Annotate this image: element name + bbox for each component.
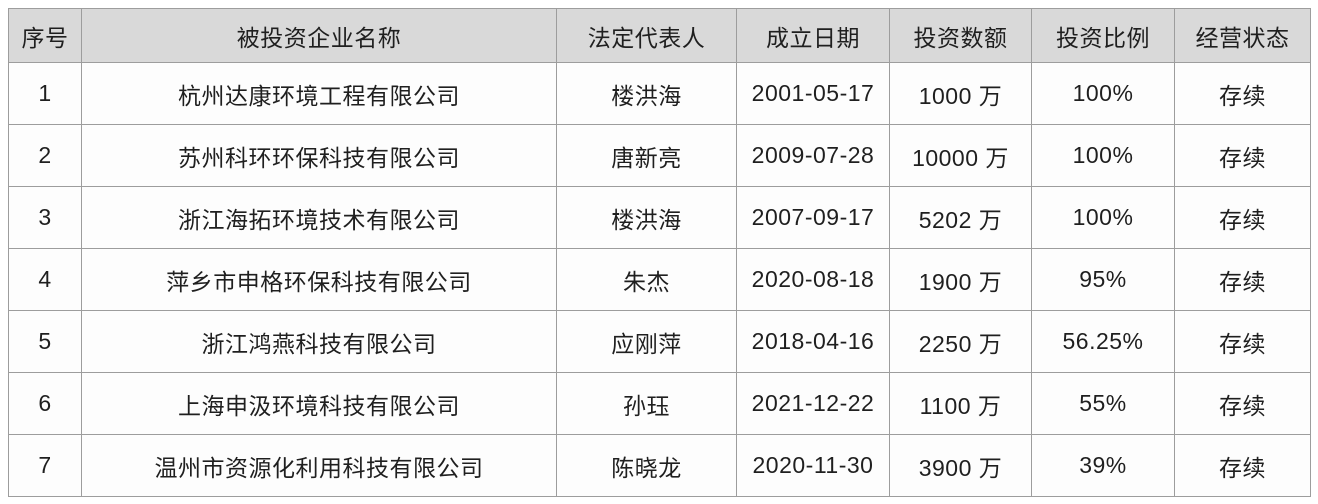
cell-index: 7 [8, 434, 82, 497]
table-row: 5 浙江鸿燕科技有限公司 应刚萍 2018-04-16 2250 万 56.25… [8, 310, 1311, 373]
cell-amount: 5202 万 [889, 186, 1032, 249]
cell-founded: 2007-09-17 [736, 186, 890, 249]
cell-legal-rep: 朱杰 [556, 248, 737, 311]
cell-company: 上海申汲环境科技有限公司 [81, 372, 557, 435]
cell-company: 浙江海拓环境技术有限公司 [81, 186, 557, 249]
cell-amount: 2250 万 [889, 310, 1032, 373]
table-header-row: 序号 被投资企业名称 法定代表人 成立日期 投资数额 投资比例 经营状态 [8, 8, 1311, 63]
column-header-company: 被投资企业名称 [81, 8, 557, 63]
table-row: 7 温州市资源化利用科技有限公司 陈晓龙 2020-11-30 3900 万 3… [8, 434, 1311, 497]
cell-legal-rep: 孙珏 [556, 372, 737, 435]
cell-legal-rep: 应刚萍 [556, 310, 737, 373]
cell-status: 存续 [1174, 186, 1311, 249]
cell-ratio: 100% [1031, 62, 1175, 125]
cell-company: 萍乡市申格环保科技有限公司 [81, 248, 557, 311]
cell-amount: 3900 万 [889, 434, 1032, 497]
cell-company: 温州市资源化利用科技有限公司 [81, 434, 557, 497]
cell-amount: 1000 万 [889, 62, 1032, 125]
cell-index: 3 [8, 186, 82, 249]
table-row: 4 萍乡市申格环保科技有限公司 朱杰 2020-08-18 1900 万 95%… [8, 248, 1311, 311]
cell-ratio: 100% [1031, 124, 1175, 187]
cell-ratio: 100% [1031, 186, 1175, 249]
cell-legal-rep: 楼洪海 [556, 186, 737, 249]
cell-founded: 2009-07-28 [736, 124, 890, 187]
cell-status: 存续 [1174, 372, 1311, 435]
cell-status: 存续 [1174, 310, 1311, 373]
column-header-ratio: 投资比例 [1031, 8, 1175, 63]
cell-founded: 2020-11-30 [736, 434, 890, 497]
table-row: 1 杭州达康环境工程有限公司 楼洪海 2001-05-17 1000 万 100… [8, 62, 1311, 125]
cell-founded: 2021-12-22 [736, 372, 890, 435]
cell-legal-rep: 唐新亮 [556, 124, 737, 187]
table-row: 2 苏州科环环保科技有限公司 唐新亮 2009-07-28 10000 万 10… [8, 124, 1311, 187]
column-header-status: 经营状态 [1174, 8, 1311, 63]
investment-table: 序号 被投资企业名称 法定代表人 成立日期 投资数额 投资比例 经营状态 1 杭… [8, 8, 1311, 497]
cell-index: 4 [8, 248, 82, 311]
cell-founded: 2020-08-18 [736, 248, 890, 311]
cell-legal-rep: 楼洪海 [556, 62, 737, 125]
cell-company: 杭州达康环境工程有限公司 [81, 62, 557, 125]
cell-ratio: 56.25% [1031, 310, 1175, 373]
cell-amount: 1100 万 [889, 372, 1032, 435]
cell-status: 存续 [1174, 248, 1311, 311]
cell-status: 存续 [1174, 434, 1311, 497]
cell-index: 2 [8, 124, 82, 187]
cell-company: 浙江鸿燕科技有限公司 [81, 310, 557, 373]
cell-ratio: 55% [1031, 372, 1175, 435]
column-header-legal-rep: 法定代表人 [556, 8, 737, 63]
column-header-founded: 成立日期 [736, 8, 890, 63]
cell-amount: 10000 万 [889, 124, 1032, 187]
cell-legal-rep: 陈晓龙 [556, 434, 737, 497]
cell-ratio: 95% [1031, 248, 1175, 311]
cell-founded: 2001-05-17 [736, 62, 890, 125]
cell-founded: 2018-04-16 [736, 310, 890, 373]
cell-index: 1 [8, 62, 82, 125]
cell-ratio: 39% [1031, 434, 1175, 497]
cell-amount: 1900 万 [889, 248, 1032, 311]
cell-index: 5 [8, 310, 82, 373]
cell-index: 6 [8, 372, 82, 435]
table-row: 3 浙江海拓环境技术有限公司 楼洪海 2007-09-17 5202 万 100… [8, 186, 1311, 249]
column-header-amount: 投资数额 [889, 8, 1032, 63]
table-row: 6 上海申汲环境科技有限公司 孙珏 2021-12-22 1100 万 55% … [8, 372, 1311, 435]
cell-status: 存续 [1174, 124, 1311, 187]
cell-status: 存续 [1174, 62, 1311, 125]
column-header-index: 序号 [8, 8, 82, 63]
cell-company: 苏州科环环保科技有限公司 [81, 124, 557, 187]
